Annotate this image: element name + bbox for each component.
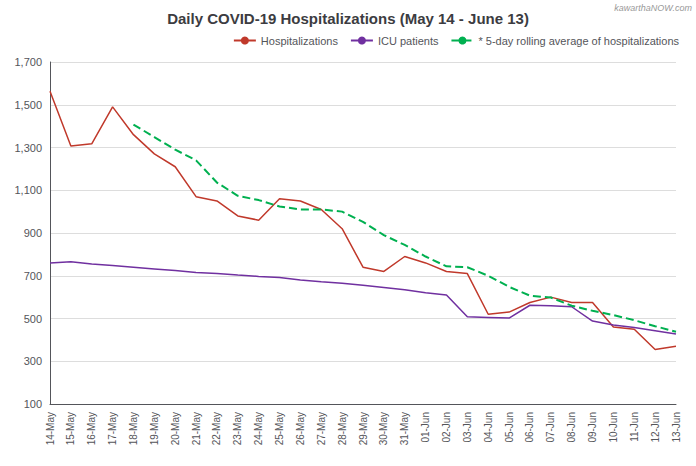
svg-text:700: 700 bbox=[24, 270, 42, 282]
svg-text:kawarthaNOW.com: kawarthaNOW.com bbox=[614, 3, 692, 13]
svg-text:20-May: 20-May bbox=[170, 412, 181, 445]
svg-text:06-Jun: 06-Jun bbox=[524, 412, 535, 443]
svg-text:26-May: 26-May bbox=[295, 412, 306, 445]
svg-text:24-May: 24-May bbox=[253, 412, 264, 445]
svg-text:02-Jun: 02-Jun bbox=[441, 412, 452, 443]
svg-text:30-May: 30-May bbox=[378, 412, 389, 445]
svg-text:1,100: 1,100 bbox=[14, 184, 42, 196]
svg-text:31-May: 31-May bbox=[399, 412, 410, 445]
svg-text:01-Jun: 01-Jun bbox=[420, 412, 431, 443]
svg-text:500: 500 bbox=[24, 313, 42, 325]
svg-text:11-Jun: 11-Jun bbox=[629, 412, 640, 442]
svg-text:Daily COVID-19 Hospitalization: Daily COVID-19 Hospitalizations (May 14 … bbox=[167, 10, 529, 27]
svg-text:09-Jun: 09-Jun bbox=[587, 412, 598, 443]
svg-text:300: 300 bbox=[24, 355, 42, 367]
svg-text:Hospitalizations: Hospitalizations bbox=[261, 35, 339, 47]
svg-text:05-Jun: 05-Jun bbox=[504, 412, 515, 443]
svg-text:17-May: 17-May bbox=[107, 412, 118, 445]
svg-text:27-May: 27-May bbox=[316, 412, 327, 445]
svg-text:22-May: 22-May bbox=[211, 412, 222, 445]
svg-text:23-May: 23-May bbox=[232, 412, 243, 445]
svg-text:14-May: 14-May bbox=[45, 412, 56, 445]
svg-text:04-Jun: 04-Jun bbox=[483, 412, 494, 443]
svg-text:12-Jun: 12-Jun bbox=[650, 412, 661, 443]
svg-text:900: 900 bbox=[24, 227, 42, 239]
svg-text:19-May: 19-May bbox=[149, 412, 160, 445]
svg-text:ICU patients: ICU patients bbox=[378, 35, 439, 47]
svg-text:* 5-day rolling average of hos: * 5-day rolling average of hospitalizati… bbox=[478, 35, 679, 47]
svg-text:28-May: 28-May bbox=[337, 412, 348, 445]
svg-text:29-May: 29-May bbox=[358, 412, 369, 445]
svg-text:10-Jun: 10-Jun bbox=[608, 412, 619, 443]
svg-text:15-May: 15-May bbox=[65, 412, 76, 445]
svg-text:08-Jun: 08-Jun bbox=[566, 412, 577, 443]
svg-text:16-May: 16-May bbox=[86, 412, 97, 445]
svg-text:1,700: 1,700 bbox=[14, 56, 42, 68]
svg-text:1,500: 1,500 bbox=[14, 99, 42, 111]
svg-text:07-Jun: 07-Jun bbox=[545, 412, 556, 443]
svg-text:21-May: 21-May bbox=[191, 412, 202, 445]
svg-text:25-May: 25-May bbox=[274, 412, 285, 445]
svg-text:03-Jun: 03-Jun bbox=[462, 412, 473, 443]
svg-text:18-May: 18-May bbox=[128, 412, 139, 445]
svg-text:100: 100 bbox=[24, 398, 42, 410]
svg-text:1,300: 1,300 bbox=[14, 142, 42, 154]
svg-text:13-Jun: 13-Jun bbox=[671, 412, 682, 443]
